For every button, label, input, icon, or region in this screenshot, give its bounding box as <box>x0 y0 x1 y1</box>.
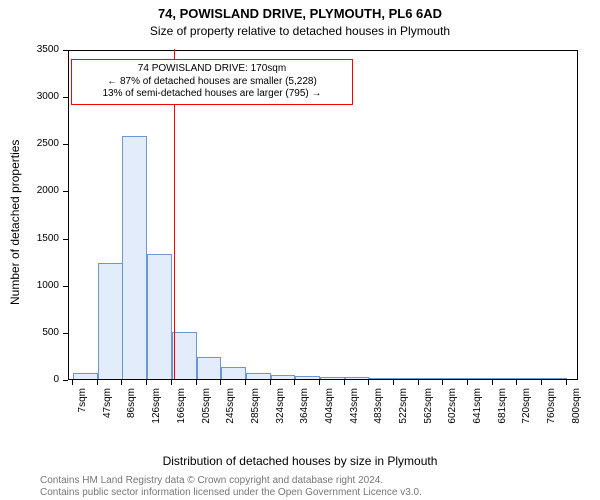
x-tick-mark <box>467 380 468 385</box>
histogram-bar <box>542 378 567 379</box>
histogram-bar <box>345 377 370 379</box>
x-tick-label: 681sqm <box>497 388 508 448</box>
x-tick-mark <box>541 380 542 385</box>
histogram-bar <box>98 263 123 379</box>
x-tick-mark <box>196 380 197 385</box>
x-tick-label: 285sqm <box>250 388 261 448</box>
x-tick-label: 404sqm <box>324 388 335 448</box>
histogram-bar <box>271 375 296 379</box>
chart-container: 74, POWISLAND DRIVE, PLYMOUTH, PL6 6AD S… <box>0 0 600 500</box>
x-tick-label: 245sqm <box>225 388 236 448</box>
histogram-bar <box>172 332 197 379</box>
x-tick-label: 126sqm <box>151 388 162 448</box>
y-tick-mark <box>63 144 68 145</box>
y-tick-mark <box>63 380 68 381</box>
x-tick-label: 364sqm <box>299 388 310 448</box>
x-tick-mark <box>442 380 443 385</box>
y-tick-label: 3000 <box>0 91 59 102</box>
x-tick-mark <box>294 380 295 385</box>
histogram-bar <box>419 378 444 379</box>
x-tick-mark <box>319 380 320 385</box>
x-tick-label: 641sqm <box>472 388 483 448</box>
histogram-bar <box>73 373 98 379</box>
x-tick-mark <box>270 380 271 385</box>
histogram-bar <box>369 378 394 379</box>
y-tick-label: 1500 <box>0 233 59 244</box>
histogram-bar <box>517 378 542 379</box>
chart-title-main: 74, POWISLAND DRIVE, PLYMOUTH, PL6 6AD <box>0 6 600 21</box>
x-tick-mark <box>245 380 246 385</box>
y-tick-mark <box>63 97 68 98</box>
x-tick-label: 324sqm <box>275 388 286 448</box>
x-tick-label: 602sqm <box>447 388 458 448</box>
histogram-bar <box>320 377 345 379</box>
x-tick-label: 562sqm <box>423 388 434 448</box>
footnote-line-2: Contains public sector information licen… <box>40 487 422 498</box>
y-tick-mark <box>63 191 68 192</box>
x-tick-label: 800sqm <box>571 388 582 448</box>
y-tick-label: 500 <box>0 327 59 338</box>
histogram-bar <box>295 376 320 379</box>
histogram-bar <box>147 254 172 379</box>
x-tick-mark <box>146 380 147 385</box>
x-tick-mark <box>492 380 493 385</box>
histogram-bar <box>493 378 518 379</box>
histogram-bar <box>468 378 493 379</box>
x-tick-label: 760sqm <box>546 388 557 448</box>
x-tick-label: 7sqm <box>77 388 88 448</box>
x-axis-label: Distribution of detached houses by size … <box>0 454 600 468</box>
x-tick-mark <box>121 380 122 385</box>
x-tick-mark <box>344 380 345 385</box>
annotation-line: 74 POWISLAND DRIVE: 170sqm <box>76 63 348 76</box>
histogram-bar <box>246 373 271 379</box>
y-tick-mark <box>63 286 68 287</box>
y-tick-mark <box>63 333 68 334</box>
x-tick-mark <box>220 380 221 385</box>
y-tick-label: 3500 <box>0 44 59 55</box>
x-tick-mark <box>418 380 419 385</box>
annotation-line: 13% of semi-detached houses are larger (… <box>76 88 348 101</box>
annotation-line: ← 87% of detached houses are smaller (5,… <box>76 76 348 89</box>
x-tick-label: 522sqm <box>398 388 409 448</box>
annotation-box: 74 POWISLAND DRIVE: 170sqm← 87% of detac… <box>71 59 353 105</box>
x-tick-mark <box>566 380 567 385</box>
y-tick-mark <box>63 239 68 240</box>
x-tick-label: 86sqm <box>126 388 137 448</box>
y-tick-label: 1000 <box>0 280 59 291</box>
histogram-bar <box>443 378 468 379</box>
footnote: Contains HM Land Registry data © Crown c… <box>40 475 580 498</box>
y-tick-label: 2500 <box>0 138 59 149</box>
x-tick-label: 443sqm <box>349 388 360 448</box>
chart-title-sub: Size of property relative to detached ho… <box>0 24 600 38</box>
y-tick-label: 0 <box>0 374 59 385</box>
x-tick-label: 47sqm <box>102 388 113 448</box>
x-tick-mark <box>171 380 172 385</box>
x-tick-label: 166sqm <box>176 388 187 448</box>
x-tick-label: 205sqm <box>201 388 212 448</box>
x-tick-mark <box>393 380 394 385</box>
histogram-bar <box>394 378 419 379</box>
x-tick-mark <box>72 380 73 385</box>
x-tick-mark <box>97 380 98 385</box>
x-tick-mark <box>516 380 517 385</box>
x-tick-mark <box>368 380 369 385</box>
y-tick-mark <box>63 50 68 51</box>
y-tick-label: 2000 <box>0 185 59 196</box>
x-tick-label: 483sqm <box>373 388 384 448</box>
plot-area: 74 POWISLAND DRIVE: 170sqm← 87% of detac… <box>68 50 578 380</box>
histogram-bar <box>122 136 147 379</box>
x-tick-label: 720sqm <box>521 388 532 448</box>
footnote-line-1: Contains HM Land Registry data © Crown c… <box>40 475 383 486</box>
histogram-bar <box>197 357 222 379</box>
histogram-bar <box>221 367 246 379</box>
